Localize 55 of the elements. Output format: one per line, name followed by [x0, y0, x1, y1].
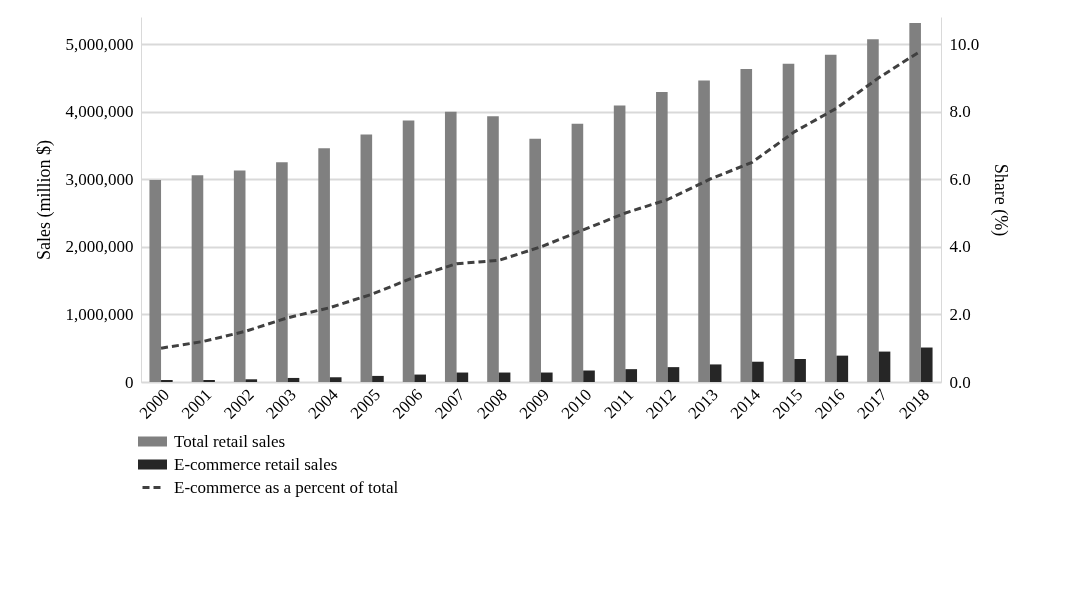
bar — [402, 120, 415, 382]
bar — [329, 377, 342, 382]
bar — [836, 355, 849, 382]
bar — [456, 372, 469, 382]
y-axis-title: Sales (million $) — [33, 140, 55, 260]
legend-label: Total retail sales — [174, 431, 286, 451]
bar — [583, 370, 595, 382]
bar — [920, 347, 933, 382]
bar — [541, 372, 553, 382]
bar — [191, 175, 204, 382]
bar — [498, 372, 511, 382]
bar — [667, 367, 680, 382]
bar — [571, 123, 584, 382]
bar — [149, 179, 162, 382]
bar — [613, 105, 626, 382]
legend-label: E-commerce as a percent of total — [174, 477, 399, 497]
bar — [233, 170, 246, 382]
bar — [878, 351, 891, 382]
bar — [161, 379, 173, 382]
legend-label: E-commerce retail sales — [174, 454, 338, 474]
y2-axis-title: Share (%) — [990, 163, 1012, 237]
bar — [656, 92, 668, 382]
y2-tick-label: 8.0 — [949, 102, 971, 122]
bar — [824, 54, 837, 382]
y2-tick-label: 10.0 — [949, 34, 980, 54]
bar — [794, 359, 806, 382]
bar — [487, 116, 499, 382]
bar — [287, 377, 300, 382]
bar — [414, 374, 426, 382]
bar — [752, 361, 764, 382]
y2-tick-label: 4.0 — [949, 237, 971, 257]
y-tick-label: 4,000,000 — [65, 102, 134, 122]
bar — [245, 379, 258, 382]
bar — [698, 80, 710, 382]
bar — [372, 375, 384, 382]
bar — [909, 23, 921, 382]
bar — [740, 69, 753, 382]
bar — [318, 148, 330, 382]
y-tick-label: 2,000,000 — [65, 237, 134, 257]
y2-tick-label: 0.0 — [949, 372, 971, 392]
bar — [709, 364, 722, 382]
bar — [276, 162, 288, 382]
y-tick-label: 0 — [125, 372, 134, 392]
y-tick-label: 1,000,000 — [65, 304, 134, 324]
y-tick-label: 3,000,000 — [65, 169, 134, 189]
bar — [360, 134, 373, 382]
bar — [625, 369, 638, 382]
bar — [867, 39, 879, 382]
y2-tick-label: 2.0 — [949, 304, 971, 324]
bar — [203, 379, 215, 382]
bar — [782, 63, 795, 382]
y2-tick-label: 6.0 — [949, 169, 971, 189]
bar — [529, 138, 541, 382]
y-tick-label: 5,000,000 — [65, 34, 134, 54]
bar — [444, 111, 457, 382]
